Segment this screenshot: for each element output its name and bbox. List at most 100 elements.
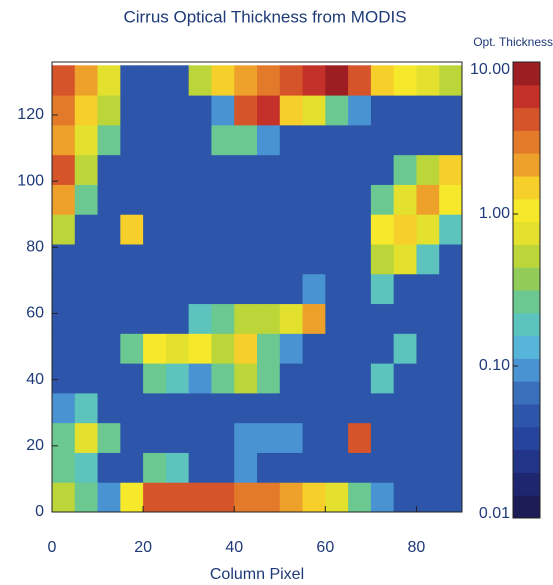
heat-cell [257, 124, 281, 156]
heat-cell [120, 154, 144, 185]
heat-cell [439, 243, 463, 275]
heat-cell [52, 65, 76, 96]
heat-cell [211, 95, 235, 126]
heat-cell [416, 452, 440, 483]
heat-cell [188, 303, 212, 334]
heat-cell [211, 303, 235, 334]
heat-cell [439, 214, 463, 245]
heat-cell [439, 482, 463, 513]
heat-cell [279, 392, 304, 424]
y-tick-label: 40 [26, 371, 44, 388]
heat-cell [97, 333, 121, 364]
heat-cell [165, 363, 190, 394]
heat-cell [74, 482, 99, 513]
heat-cell [97, 154, 121, 185]
colorbar-swatch [513, 426, 540, 451]
heat-cell [393, 243, 417, 275]
heat-cell [97, 184, 121, 215]
colorbar-swatch [513, 107, 540, 131]
heat-cell [188, 452, 212, 483]
y-tick-label: 60 [26, 305, 44, 322]
heat-cell [165, 124, 190, 156]
heat-cell [143, 95, 167, 126]
heat-cell [74, 184, 99, 215]
heat-cell [52, 363, 76, 394]
heat-cell [120, 273, 144, 305]
heat-cell [348, 452, 372, 483]
heat-cell [439, 95, 463, 126]
colorbar-swatch [513, 153, 540, 177]
heat-cell [188, 392, 212, 424]
heat-cell [279, 243, 304, 275]
colorbar-label: Opt. Thickness [473, 35, 553, 49]
heat-cell [211, 333, 235, 364]
heat-cell [348, 95, 372, 126]
heat-cell [325, 303, 349, 334]
heat-cell [257, 363, 281, 394]
x-tick-label: 80 [408, 539, 426, 556]
heat-cell [74, 392, 99, 424]
heat-cell [257, 65, 281, 96]
heat-cell [393, 482, 417, 513]
heat-cell [416, 482, 440, 513]
heat-cell [188, 65, 212, 96]
heat-cell [348, 65, 372, 96]
heat-cell [416, 243, 440, 275]
heat-cell [120, 303, 144, 334]
colorbar-swatch [513, 495, 540, 519]
heat-cell [439, 273, 463, 305]
heat-cell [52, 184, 76, 215]
colorbar-tick-label: 1.00 [479, 205, 510, 222]
heat-cell [325, 65, 349, 96]
heat-cell [188, 184, 212, 215]
heat-cell [257, 154, 281, 185]
heat-cell [52, 154, 76, 185]
heat-cell [370, 452, 395, 483]
heat-cell [393, 124, 417, 156]
heat-cell [211, 482, 235, 513]
y-tick-label: 100 [17, 172, 44, 189]
heat-cell [143, 392, 167, 424]
heat-cell [97, 65, 121, 96]
heat-cell [143, 214, 167, 245]
colorbar-swatch [513, 312, 540, 337]
heat-cell [74, 333, 99, 364]
heat-cell [234, 214, 258, 245]
heat-cell [74, 452, 99, 483]
heat-cell [439, 452, 463, 483]
heat-cell [188, 363, 212, 394]
heat-cell [370, 95, 395, 126]
heat-cell [97, 273, 121, 305]
heat-cell [211, 124, 235, 156]
heat-cell [211, 65, 235, 96]
heat-cell [393, 303, 417, 334]
heat-cell [348, 124, 372, 156]
heat-cell [325, 124, 349, 156]
heat-cell [234, 303, 258, 334]
heat-cell [279, 422, 304, 453]
y-tick-label: 120 [17, 106, 44, 123]
heat-cell [165, 243, 190, 275]
heat-cell [234, 273, 258, 305]
heat-cell [234, 184, 258, 215]
heat-cell [211, 452, 235, 483]
heat-cell [234, 392, 258, 424]
heat-cell [234, 363, 258, 394]
x-tick-label: 40 [225, 539, 243, 556]
heat-cell [279, 184, 304, 215]
heat-cell [257, 422, 281, 453]
heat-cell [120, 65, 144, 96]
heat-cell [120, 452, 144, 483]
heat-cell [393, 184, 417, 215]
heat-cell [188, 154, 212, 185]
heat-cell [165, 95, 190, 126]
heat-cell [97, 392, 121, 424]
heat-cell [416, 95, 440, 126]
heat-cell [211, 273, 235, 305]
heat-cell [143, 124, 167, 156]
x-tick-label: 60 [316, 539, 334, 556]
heat-cell [211, 363, 235, 394]
heat-cell [393, 333, 417, 364]
heat-cell [302, 392, 326, 424]
heat-cell [302, 482, 326, 513]
